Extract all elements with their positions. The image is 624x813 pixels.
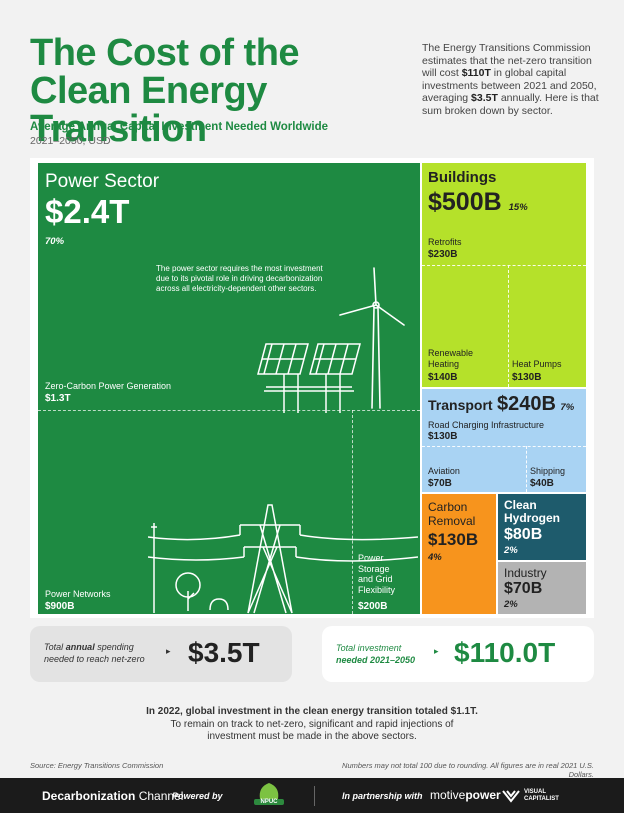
sub-value: $1.3T: [45, 393, 71, 404]
treemap: Power Sector $2.4T 70% The power sector …: [30, 158, 594, 618]
sub-value: $130B: [428, 431, 458, 442]
tile-hydrogen-value: $80B: [504, 526, 543, 543]
divider: [526, 446, 527, 492]
brand-bar: Decarbonization Channel Powered by NPUC …: [0, 778, 624, 813]
transmission-tower-icon: [148, 504, 418, 614]
tile-hydrogen-share: 2%: [504, 545, 518, 556]
sub-label: Shipping: [530, 466, 566, 476]
sub-value: $130B: [512, 372, 542, 383]
divider: [352, 410, 353, 614]
annual-spending-value: $3.5T: [188, 637, 260, 668]
tile-transport-label: Transport $240B 7%: [428, 393, 575, 415]
sub-value: $40B: [530, 478, 554, 489]
tile-hydrogen-name: Clean Hydrogen: [504, 498, 561, 525]
visual-capitalist-mark-icon: [502, 790, 520, 803]
rounding-note: Numbers may not total 100 due to roundin…: [342, 761, 594, 779]
divider: [314, 786, 315, 806]
motivepower-logo[interactable]: motivepower: [430, 788, 501, 802]
sub-value: $70B: [428, 478, 452, 489]
npuc-leaf-icon: [259, 783, 279, 799]
tile-power-value: $2.4T: [45, 193, 130, 230]
page-title: The Cost of the Clean Energy Transition: [30, 32, 300, 150]
tile-industry: Industry $70B 2%: [498, 562, 586, 614]
tile-industry-share: 2%: [504, 599, 518, 610]
intro-paragraph: The Energy Transitions Commission estima…: [422, 42, 599, 117]
visual-capitalist-logo[interactable]: VISUAL CAPITALIST: [502, 786, 582, 806]
sub-label: Zero-Carbon Power Generation: [45, 381, 172, 391]
total-investment-label: Total investment needed 2021–2050: [336, 643, 416, 665]
sub-value: $200B: [358, 601, 388, 612]
partnership-label: In partnership with: [342, 791, 423, 801]
tile-industry-value: $70B: [504, 580, 543, 597]
sub-label: Retrofits: [428, 237, 462, 247]
tile-industry-name: Industry: [504, 566, 547, 580]
total-investment-summary: Total investment needed 2021–2050 ▸ $110…: [322, 626, 594, 682]
tile-clean-hydrogen: Clean Hydrogen $80B 2%: [498, 494, 586, 560]
chart-period: 2021–2050, USD: [30, 135, 111, 147]
tile-buildings-value: $500B 15%: [428, 188, 528, 216]
vc-text-2: CAPITALIST: [524, 796, 559, 802]
divider: [508, 265, 509, 387]
source-note: Source: Energy Transitions Commission: [30, 761, 164, 770]
tile-transport: Transport $240B 7% Road Charging Infrast…: [422, 389, 586, 492]
sub-label: Heat Pumps: [512, 359, 562, 369]
tile-carbon-name: Carbon Removal: [428, 500, 476, 528]
decarbonization-channel-logo[interactable]: Decarbonization Channel: [42, 789, 184, 803]
npuc-logo[interactable]: NPUC: [254, 781, 284, 810]
solar-panel-icon: [257, 343, 361, 413]
wind-turbine-icon: [339, 267, 405, 409]
tile-buildings-name: Buildings: [428, 169, 497, 186]
tile-power-note: The power sector requires the most inves…: [156, 264, 323, 293]
sub-label: Power Networks: [45, 589, 111, 599]
sub-label: Power Storage and Grid Flexibility: [358, 553, 396, 595]
bush-icon: [209, 598, 229, 611]
vc-text-1: VISUAL: [524, 789, 547, 795]
footnote-headline: In 2022, global investment in the clean …: [146, 706, 478, 717]
sub-value: $140B: [428, 372, 458, 383]
annual-spending-label: Total annual spending needed to reach ne…: [44, 642, 145, 664]
sub-label: Renewable Heating: [428, 348, 474, 369]
powered-by-label: Powered by: [172, 791, 223, 801]
tile-power-share: 70%: [45, 236, 65, 247]
divider: [422, 265, 586, 266]
divider: [422, 446, 586, 447]
npuc-text: NPUC: [254, 799, 284, 805]
sub-value: $900B: [45, 601, 75, 612]
tile-carbon-value: $130B: [428, 530, 479, 549]
sub-label: Aviation: [428, 466, 460, 476]
annual-spending-summary: Total annual spending needed to reach ne…: [30, 626, 292, 682]
tile-power-name: Power Sector: [45, 171, 160, 192]
tile-carbon-share: 4%: [428, 552, 442, 563]
sub-value: $230B: [428, 249, 458, 260]
footnote-body: To remain on track to net-zero, signific…: [170, 719, 454, 742]
total-investment-value: $110.0T: [454, 637, 556, 668]
tile-power-sector: Power Sector $2.4T 70% The power sector …: [38, 163, 420, 614]
arrow-right-icon: ▸: [434, 646, 439, 656]
tile-carbon-removal: Carbon Removal $130B 4%: [422, 494, 496, 614]
divider: [38, 410, 420, 411]
tree-icon: [175, 572, 201, 611]
arrow-right-icon: ▸: [166, 646, 171, 656]
chart-subtitle: Average Annual Capital Investment Needed…: [30, 121, 329, 133]
sub-label: Road Charging Infrastructure: [428, 420, 545, 430]
tile-buildings: Buildings $500B 15% Retrofits $230B Rene…: [422, 163, 586, 387]
